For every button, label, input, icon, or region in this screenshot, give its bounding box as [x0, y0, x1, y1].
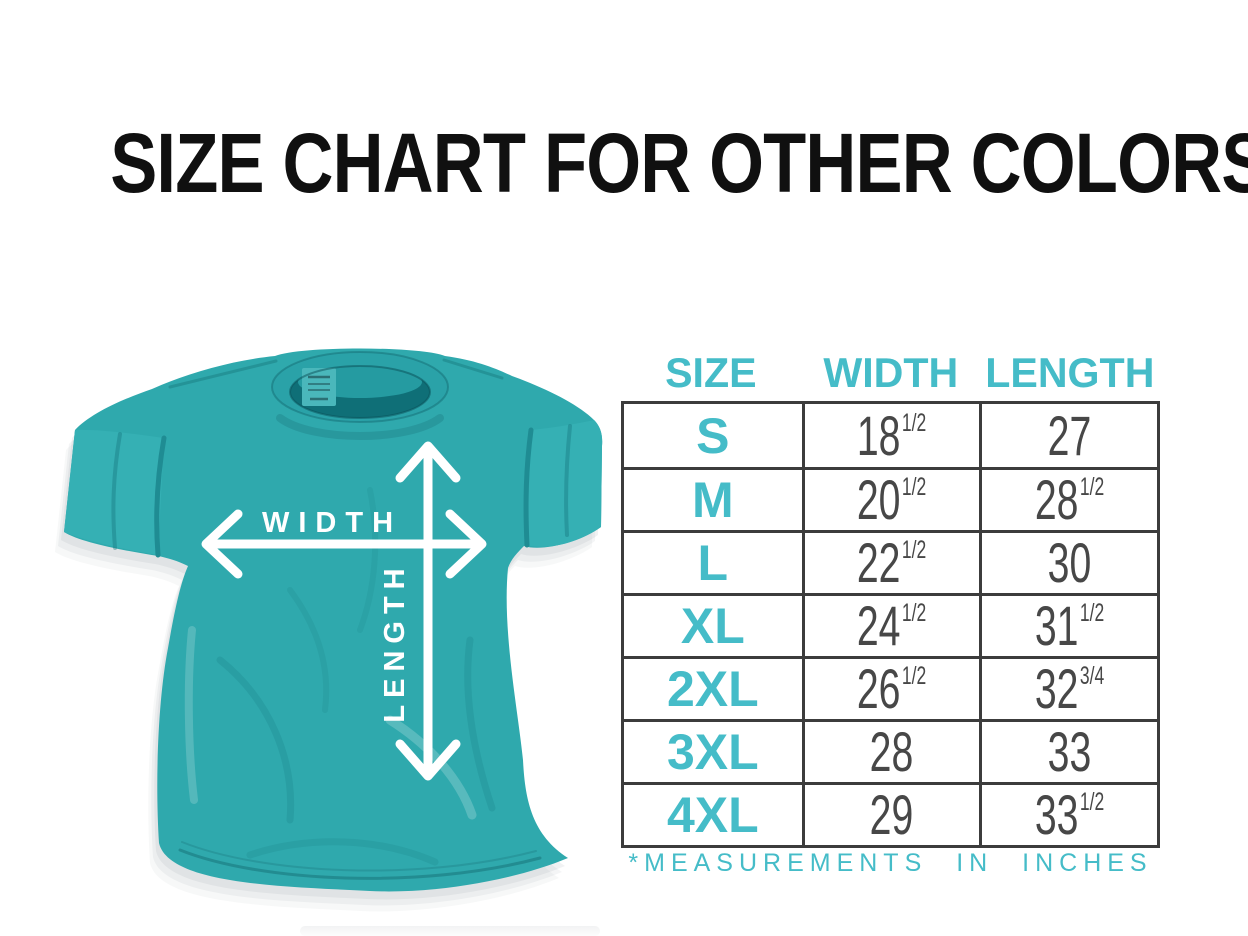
width-value: 261/2 [857, 661, 926, 717]
page-title: SIZE CHART FOR OTHER COLORS [0, 121, 1248, 205]
length-value: 33 [1047, 724, 1092, 780]
length-value-cell: 311/2 [979, 593, 1157, 656]
length-value-cell: 323/4 [979, 656, 1157, 719]
value-whole: 28 [1034, 468, 1079, 531]
value-whole: 33 [1034, 783, 1079, 846]
shirt-cuffs [64, 420, 603, 558]
size-table-header: SIZE WIDTH LENGTH [621, 352, 1160, 394]
size-table: S 181/2 27 M 201/2 281/2 L 221/2 30 XL 2… [621, 401, 1160, 848]
shirt-collar [271, 351, 449, 440]
value-frac: 1/2 [902, 408, 927, 437]
length-arrow-label: LENGTH [379, 561, 411, 722]
width-value-cell: 29 [801, 782, 980, 845]
value-whole: 32 [1034, 657, 1079, 720]
value-frac: 1/2 [1079, 599, 1105, 627]
width-value: 181/2 [857, 407, 927, 464]
length-value-cell: 27 [979, 404, 1157, 467]
size-label: L [697, 535, 729, 591]
value-whole: 27 [1047, 403, 1091, 467]
header-width: WIDTH [823, 349, 958, 396]
length-value: 30 [1047, 535, 1092, 591]
width-value-cell: 181/2 [801, 404, 980, 467]
header-size: SIZE [665, 349, 757, 396]
value-frac: 1/2 [902, 662, 927, 690]
size-label: M [692, 472, 734, 528]
size-cell: S [624, 404, 802, 467]
length-value: 27 [1047, 407, 1092, 464]
value-frac: 1/2 [902, 599, 927, 627]
length-value-cell: 281/2 [979, 467, 1157, 530]
width-value: 241/2 [857, 598, 926, 654]
value-whole: 28 [869, 720, 914, 783]
value-frac: 1/2 [1079, 473, 1105, 501]
size-label: 3XL [666, 724, 759, 780]
shirt-wrinkles [168, 358, 542, 880]
width-value: 28 [869, 724, 914, 780]
value-whole: 33 [1047, 720, 1091, 783]
width-value-cell: 201/2 [801, 467, 980, 530]
shirt-body [64, 348, 603, 892]
value-frac: 1/2 [1079, 788, 1105, 816]
value-whole: 29 [869, 783, 914, 846]
value-whole: 22 [857, 531, 901, 594]
value-frac: 1/2 [902, 536, 927, 564]
size-cell: 2XL [624, 656, 802, 719]
value-whole: 20 [857, 468, 901, 531]
width-arrow [201, 509, 487, 579]
value-whole: 18 [857, 403, 901, 467]
size-label: S [696, 407, 730, 464]
length-value: 331/2 [1035, 787, 1104, 843]
width-value: 201/2 [857, 472, 926, 528]
length-value-cell: 331/2 [979, 782, 1157, 845]
width-value: 29 [869, 787, 914, 843]
width-value-cell: 221/2 [801, 530, 980, 593]
value-whole: 31 [1034, 594, 1079, 657]
value-whole: 26 [857, 657, 901, 720]
size-cell: L [624, 530, 802, 593]
width-value-cell: 28 [801, 719, 980, 782]
length-arrow [395, 441, 461, 781]
size-cell: XL [624, 593, 802, 656]
width-value-cell: 241/2 [801, 593, 980, 656]
length-value: 323/4 [1035, 661, 1104, 717]
value-frac: 1/2 [902, 473, 927, 501]
collar-tag [302, 368, 336, 406]
value-frac: 3/4 [1079, 662, 1105, 690]
width-value-cell: 261/2 [801, 656, 980, 719]
header-length: LENGTH [985, 349, 1155, 396]
length-value: 281/2 [1035, 472, 1104, 528]
value-whole: 24 [857, 594, 901, 657]
cropped-photo-artifact [300, 926, 600, 936]
tshirt-photo: WIDTH LENGTH [40, 330, 620, 936]
measurements-footnote: *MEASUREMENTS IN INCHES [628, 849, 1153, 877]
tshirt-illustration: WIDTH LENGTH [55, 348, 603, 912]
size-label: 2XL [666, 661, 759, 717]
width-arrow-label: WIDTH [262, 507, 402, 539]
length-value: 311/2 [1035, 598, 1104, 654]
length-value-cell: 33 [979, 719, 1157, 782]
size-label: 4XL [666, 787, 759, 843]
size-cell: 4XL [624, 782, 802, 845]
size-label: XL [680, 598, 745, 654]
value-whole: 30 [1047, 531, 1091, 594]
page-title-text: SIZE CHART FOR OTHER COLORS [110, 116, 1248, 210]
length-value-cell: 30 [979, 530, 1157, 593]
size-cell: 3XL [624, 719, 802, 782]
width-value: 221/2 [857, 535, 926, 591]
size-cell: M [624, 467, 802, 530]
